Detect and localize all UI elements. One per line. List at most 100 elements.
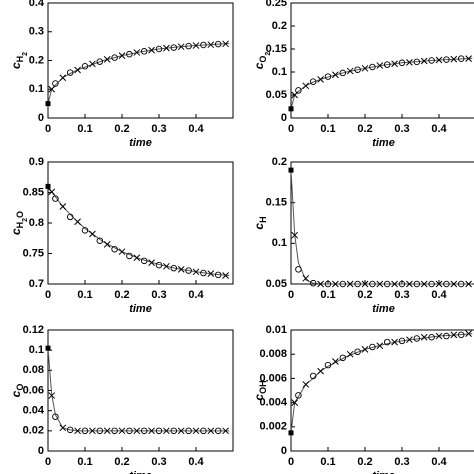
curve xyxy=(47,348,230,432)
cross-marker xyxy=(163,262,170,270)
cross-marker xyxy=(192,268,200,276)
circle-marker xyxy=(339,354,347,362)
subplot: 0.05 0.1 0.15 0.2 0 0.1 0.2 0.3 0.4 time cH xyxy=(252,156,474,315)
y-axis-label: cO xyxy=(9,384,25,398)
cross-marker xyxy=(391,338,398,346)
cross-marker xyxy=(361,64,369,72)
x-tick-label: 0.4 xyxy=(431,123,447,135)
cross-marker xyxy=(435,280,443,288)
cross-marker xyxy=(465,280,472,288)
y-tick-label: 0.2 xyxy=(29,54,44,66)
cross-marker xyxy=(346,350,354,358)
cross-marker xyxy=(177,427,185,435)
cross-marker xyxy=(376,62,384,69)
circle-marker xyxy=(398,280,406,288)
circle-marker xyxy=(295,87,302,94)
y-tick-label: 0 xyxy=(38,445,44,457)
cross-marker xyxy=(133,49,141,56)
subplot: 0 0.1 0.2 0.3 0.4 0 0.1 0.2 0.3 0.4 time cH2 xyxy=(9,0,234,149)
cross-marker xyxy=(133,254,141,262)
cross-marker xyxy=(48,188,56,196)
circle-marker xyxy=(214,271,222,279)
circle-marker xyxy=(200,269,207,277)
x-tick-label: 0.4 xyxy=(188,123,204,135)
circle-marker xyxy=(126,427,133,435)
y-axis-label-part: H xyxy=(258,216,268,223)
y-tick-label: 0.2 xyxy=(272,156,287,168)
cross-marker xyxy=(74,218,81,226)
cross-marker xyxy=(317,280,324,288)
cross-marker xyxy=(465,330,472,337)
square-marker xyxy=(45,101,51,107)
circle-marker xyxy=(185,267,192,274)
y-tick-label: 0.008 xyxy=(259,348,287,360)
square-marker xyxy=(288,430,294,436)
circle-marker xyxy=(324,361,332,369)
x-axis-label: time xyxy=(129,470,152,474)
cross-marker xyxy=(118,427,126,435)
y-axis-label-part: O xyxy=(15,384,25,391)
cross-marker xyxy=(207,270,215,277)
y-axis-label-part: c xyxy=(9,228,23,235)
cross-marker xyxy=(420,57,428,65)
circle-marker xyxy=(96,427,104,435)
y-axis-label-part: 2 xyxy=(22,218,29,222)
cross-marker xyxy=(222,40,229,48)
cross-marker xyxy=(103,240,111,248)
y-tick-label: 0.25 xyxy=(266,0,287,9)
x-axis-label: time xyxy=(372,470,395,474)
circle-marker xyxy=(81,63,89,70)
circle-marker xyxy=(170,264,178,272)
cross-marker xyxy=(346,67,354,75)
cross-marker xyxy=(163,427,170,435)
y-tick-label: 0.006 xyxy=(259,372,287,384)
square-marker xyxy=(45,345,51,351)
circle-marker xyxy=(140,48,148,55)
x-tick-label: 0.1 xyxy=(320,289,335,301)
circle-marker xyxy=(96,58,104,65)
circle-marker xyxy=(81,427,89,435)
circle-marker xyxy=(443,332,450,340)
curve xyxy=(47,43,230,104)
circle-marker xyxy=(309,372,317,380)
y-axis-label-part: H xyxy=(15,56,25,63)
cross-marker xyxy=(148,259,155,267)
subplot: 0 0.05 0.1 0.15 0.2 0.25 0 0.1 0.2 0.3 0.4 time cO2 xyxy=(252,0,474,149)
circle-marker xyxy=(140,257,148,265)
circle-marker xyxy=(428,57,435,64)
cross-marker xyxy=(207,41,215,49)
x-tick-label: 0.1 xyxy=(320,456,335,468)
x-axis-label: time xyxy=(372,303,395,315)
cross-marker xyxy=(361,280,369,288)
y-axis-label-part: 2 xyxy=(22,52,29,56)
x-tick-label: 0.2 xyxy=(357,289,372,301)
x-tick-label: 0 xyxy=(45,456,51,468)
circle-marker xyxy=(52,413,59,420)
y-axis-label-part: O xyxy=(15,211,25,218)
cross-marker xyxy=(346,280,354,288)
axes-box xyxy=(290,161,474,285)
y-tick-label: 0.01 xyxy=(266,324,287,336)
circle-marker xyxy=(155,261,163,269)
y-tick-label: 0 xyxy=(281,445,287,457)
subplot: 0 0.002 0.004 0.006 0.008 0.01 0 0.1 0.2 0.3 0.4 ti… xyxy=(252,324,474,474)
x-tick-label: 0 xyxy=(288,456,294,468)
y-tick-label: 0.05 xyxy=(266,278,287,290)
circle-marker xyxy=(398,59,406,67)
x-tick-label: 0.4 xyxy=(188,289,204,301)
y-tick-label: 0.9 xyxy=(29,156,44,168)
curve xyxy=(47,186,230,276)
cross-marker xyxy=(450,55,458,63)
cross-marker xyxy=(222,427,229,435)
circle-marker xyxy=(428,334,435,341)
circle-marker xyxy=(413,280,421,288)
y-axis-label-part: OH xyxy=(258,380,268,394)
cross-marker xyxy=(291,231,299,239)
subplot: 0 0.02 0.04 0.06 0.08 0.1 0.12 0 0.1 0.2 0.3 0.4 tim… xyxy=(9,324,234,474)
cross-marker xyxy=(302,381,310,388)
cross-marker xyxy=(406,58,413,66)
circle-marker xyxy=(155,45,163,53)
circle-marker xyxy=(457,280,465,288)
cross-marker xyxy=(406,280,413,288)
circle-marker xyxy=(383,61,391,68)
